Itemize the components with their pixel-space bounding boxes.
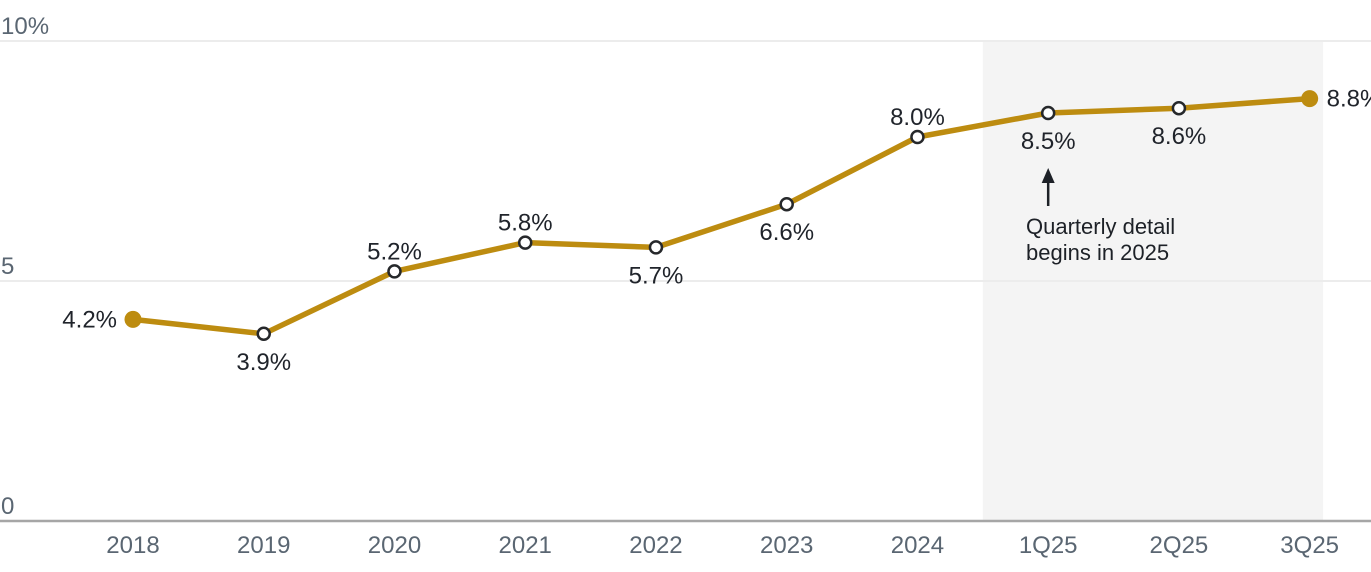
data-point-label: 8.0% xyxy=(890,104,945,131)
annotation-line-1: Quarterly detail xyxy=(1026,214,1176,239)
data-point-marker xyxy=(256,326,271,342)
x-tick-label: 2022 xyxy=(629,532,682,559)
data-point-marker xyxy=(124,310,142,328)
x-tick-label: 2Q25 xyxy=(1150,532,1209,559)
annotation-arrow-head xyxy=(1041,168,1055,183)
data-point-label: 8.5% xyxy=(1021,128,1076,155)
x-tick-label: 2020 xyxy=(368,532,421,559)
data-point-marker xyxy=(1301,90,1319,108)
annotation: Quarterly detail begins in 2025 xyxy=(1026,214,1175,266)
data-point-marker xyxy=(387,264,402,279)
data-point-marker xyxy=(517,235,533,250)
x-tick-label: 2023 xyxy=(760,532,813,559)
data-point-label: 5.8% xyxy=(498,210,553,237)
x-tick-label: 2019 xyxy=(237,532,290,559)
data-point-label: 5.7% xyxy=(629,262,684,289)
data-point-label: 8.8% xyxy=(1327,86,1371,113)
y-tick-label: 0 xyxy=(1,493,14,520)
x-tick-label: 1Q25 xyxy=(1019,532,1078,559)
data-point-marker xyxy=(910,129,925,145)
trend-line xyxy=(130,95,1313,337)
data-point-label: 3.9% xyxy=(236,349,291,376)
y-tick-label: 5 xyxy=(1,253,14,280)
y-tick-label: 10% xyxy=(1,13,49,40)
data-point-label: 6.6% xyxy=(759,219,814,246)
data-point-marker xyxy=(1040,105,1056,121)
data-point-label: 4.2% xyxy=(62,306,117,333)
x-tick-label: 3Q25 xyxy=(1280,532,1339,559)
data-point-marker xyxy=(779,196,794,212)
x-tick-label: 2021 xyxy=(499,532,552,559)
data-point-marker xyxy=(1171,100,1187,116)
data-point-label: 5.2% xyxy=(367,238,422,265)
x-tick-label: 2018 xyxy=(106,532,159,559)
x-tick-label: 2024 xyxy=(891,532,944,559)
data-point-marker xyxy=(648,240,664,255)
data-point-label: 8.6% xyxy=(1152,123,1207,150)
annotation-line-2: begins in 2025 xyxy=(1026,240,1170,265)
